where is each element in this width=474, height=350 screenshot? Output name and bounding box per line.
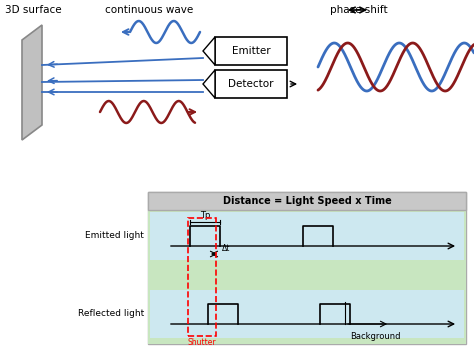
Text: Reflected light: Reflected light [78,309,144,318]
Polygon shape [203,37,215,65]
Bar [150,212,464,260]
Bar [188,218,216,336]
Bar [215,70,287,98]
Bar [148,192,466,344]
Text: Distance = Light Speed x Time: Distance = Light Speed x Time [223,196,392,206]
Text: Δt: Δt [222,244,230,253]
Text: Background: Background [350,332,401,341]
Bar [150,290,464,338]
Bar [148,210,466,344]
Polygon shape [22,25,42,140]
Text: Emitted light: Emitted light [85,231,144,240]
Text: Shutter: Shutter [188,338,216,347]
Text: continuous wave: continuous wave [105,5,193,15]
Polygon shape [203,70,215,98]
Bar [148,192,466,210]
Bar [215,37,287,65]
Text: 3D surface: 3D surface [5,5,62,15]
Text: Emitter: Emitter [232,46,270,56]
Text: phase shift: phase shift [330,5,388,15]
Text: Tp: Tp [200,211,210,220]
Text: Detector: Detector [228,79,274,89]
